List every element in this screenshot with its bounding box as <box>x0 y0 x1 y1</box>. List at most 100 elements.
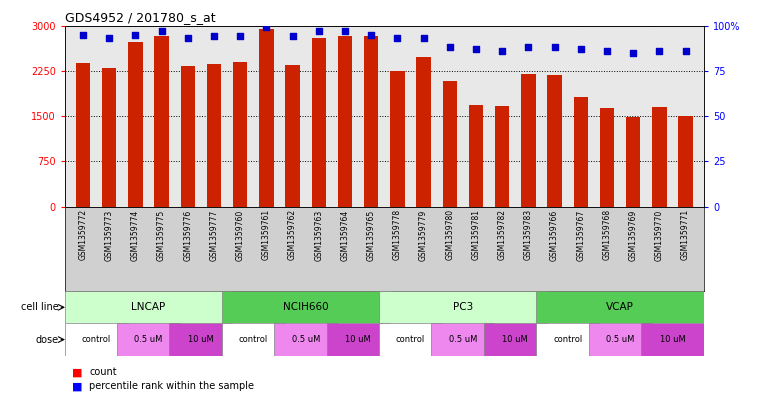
Text: GSM1359781: GSM1359781 <box>472 209 480 260</box>
Text: NCIH660: NCIH660 <box>283 302 329 312</box>
Bar <box>626 117 641 207</box>
Bar <box>76 63 91 207</box>
Point <box>391 35 403 41</box>
Bar <box>338 36 352 207</box>
Bar <box>537 291 704 323</box>
Text: ■: ■ <box>72 367 83 377</box>
Bar <box>170 323 232 356</box>
Bar <box>222 323 285 356</box>
Point <box>522 44 534 50</box>
Bar <box>65 323 128 356</box>
Text: control: control <box>396 335 425 344</box>
Text: GDS4952 / 201780_s_at: GDS4952 / 201780_s_at <box>65 11 215 24</box>
Text: GSM1359770: GSM1359770 <box>655 209 664 261</box>
Bar <box>495 106 509 207</box>
Text: PC3: PC3 <box>453 302 473 312</box>
Point <box>287 33 299 40</box>
Text: GSM1359776: GSM1359776 <box>183 209 193 261</box>
Point <box>155 28 167 34</box>
Bar <box>154 37 169 207</box>
Bar <box>521 74 536 207</box>
Bar <box>128 42 142 207</box>
Bar <box>207 64 221 207</box>
Point <box>365 31 377 38</box>
Bar <box>233 62 247 207</box>
Text: 0.5 uM: 0.5 uM <box>449 335 477 344</box>
Text: ■: ■ <box>72 381 83 391</box>
Bar <box>260 29 274 207</box>
Text: GSM1359773: GSM1359773 <box>105 209 113 261</box>
Bar <box>589 323 651 356</box>
Point <box>418 35 430 41</box>
Text: GSM1359778: GSM1359778 <box>393 209 402 261</box>
Text: GSM1359777: GSM1359777 <box>209 209 218 261</box>
Point <box>234 33 247 40</box>
Bar <box>443 81 457 207</box>
Text: GSM1359771: GSM1359771 <box>681 209 690 261</box>
Text: GSM1359782: GSM1359782 <box>498 209 507 260</box>
Bar <box>222 291 390 323</box>
Bar <box>390 71 405 207</box>
Bar <box>117 323 180 356</box>
Bar <box>469 105 483 207</box>
Bar <box>274 323 337 356</box>
Point <box>208 33 220 40</box>
Point <box>601 48 613 54</box>
Bar <box>180 66 195 207</box>
Bar <box>537 323 599 356</box>
Point <box>103 35 116 41</box>
Bar <box>65 291 232 323</box>
Text: GSM1359783: GSM1359783 <box>524 209 533 261</box>
Text: GSM1359760: GSM1359760 <box>236 209 245 261</box>
Bar <box>547 75 562 207</box>
Text: GSM1359775: GSM1359775 <box>157 209 166 261</box>
Point <box>653 48 665 54</box>
Point <box>260 24 272 31</box>
Text: GSM1359774: GSM1359774 <box>131 209 140 261</box>
Text: dose: dose <box>35 334 59 345</box>
Point <box>575 46 587 52</box>
Text: 10 uM: 10 uM <box>345 335 371 344</box>
Text: GSM1359769: GSM1359769 <box>629 209 638 261</box>
Bar <box>364 37 378 207</box>
Point <box>496 48 508 54</box>
Bar <box>379 291 546 323</box>
Bar <box>285 65 300 207</box>
Text: control: control <box>553 335 582 344</box>
Text: 10 uM: 10 uM <box>660 335 686 344</box>
Text: LNCAP: LNCAP <box>132 302 166 312</box>
Text: VCAP: VCAP <box>607 302 634 312</box>
Bar <box>641 323 704 356</box>
Text: GSM1359766: GSM1359766 <box>550 209 559 261</box>
Point <box>129 31 142 38</box>
Point <box>77 31 89 38</box>
Text: 10 uM: 10 uM <box>502 335 528 344</box>
Bar <box>484 323 546 356</box>
Text: GSM1359772: GSM1359772 <box>78 209 88 261</box>
Bar <box>678 116 693 207</box>
Text: GSM1359764: GSM1359764 <box>340 209 349 261</box>
Point <box>470 46 482 52</box>
Text: percentile rank within the sample: percentile rank within the sample <box>89 381 254 391</box>
Point <box>339 28 351 34</box>
Text: GSM1359767: GSM1359767 <box>576 209 585 261</box>
Text: 0.5 uM: 0.5 uM <box>291 335 320 344</box>
Bar <box>379 323 442 356</box>
Text: 0.5 uM: 0.5 uM <box>606 335 634 344</box>
Bar <box>431 323 495 356</box>
Text: cell line: cell line <box>21 302 59 312</box>
Text: GSM1359761: GSM1359761 <box>262 209 271 261</box>
Text: GSM1359762: GSM1359762 <box>288 209 297 261</box>
Point <box>182 35 194 41</box>
Text: GSM1359768: GSM1359768 <box>603 209 612 261</box>
Point <box>627 50 639 56</box>
Bar <box>311 38 326 207</box>
Point <box>313 28 325 34</box>
Text: GSM1359780: GSM1359780 <box>445 209 454 261</box>
Bar <box>416 57 431 207</box>
Bar <box>102 68 116 207</box>
Point <box>549 44 561 50</box>
Text: count: count <box>89 367 116 377</box>
Bar <box>652 107 667 207</box>
Text: 0.5 uM: 0.5 uM <box>135 335 163 344</box>
